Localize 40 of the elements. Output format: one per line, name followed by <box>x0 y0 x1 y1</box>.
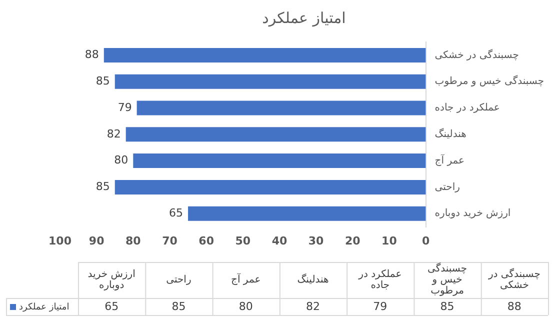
text: 79 <box>373 300 388 313</box>
data-label: 82 <box>106 127 121 140</box>
x-tick-label: 30 <box>308 234 324 248</box>
x-tick-label: 40 <box>272 234 288 248</box>
x-tick-label: 100 <box>48 234 72 248</box>
y-tick-label: هندلینگ <box>434 128 466 140</box>
x-tick-label: 70 <box>162 234 178 248</box>
data-label: 85 <box>96 74 110 88</box>
x-tick-label: 20 <box>344 234 361 248</box>
text: 80 <box>238 300 253 313</box>
y-tick-label: ارزش خرید دوباره <box>434 208 511 220</box>
y-tick-label: راحتی <box>434 182 460 193</box>
x-tick-label: 50 <box>235 234 251 248</box>
category-label: چسبندگی در خشکی <box>488 269 540 292</box>
y-tick-label: عملکرد در جاده <box>434 102 500 114</box>
text: 85 <box>172 300 186 313</box>
x-tick-label: 0 <box>422 234 430 248</box>
category-label: عملکرد در جاده <box>358 269 402 292</box>
chart-title: امتیاز عملکرد <box>262 8 346 27</box>
x-tick-label: 80 <box>126 234 142 248</box>
category-label: هندلینگ <box>297 274 329 286</box>
data-label: 65 <box>169 206 184 220</box>
category-label: ارزش خرید دوباره <box>88 269 136 292</box>
category-label: راحتی <box>166 274 192 286</box>
category-label: عمر آج <box>231 274 261 286</box>
text: 82 <box>306 300 320 313</box>
text: 88 <box>507 300 522 313</box>
legend-label: امتیاز عملکرد <box>19 302 70 312</box>
data-label: 88 <box>84 48 99 62</box>
x-tick-label: 10 <box>382 234 398 248</box>
y-tick-label: چسبندگی در خشکی <box>434 48 519 61</box>
x-tick-label: 60 <box>198 234 214 248</box>
text: 65 <box>104 300 119 313</box>
y-tick-label: عمر آج <box>434 153 464 166</box>
text: 85 <box>440 300 454 313</box>
data-label: 85 <box>96 180 110 194</box>
data-label: 80 <box>114 154 128 167</box>
y-tick-label: چسبندگی خیس و مرطوب <box>434 75 544 88</box>
data-label: 79 <box>118 100 132 114</box>
x-tick-label: 90 <box>88 234 105 248</box>
